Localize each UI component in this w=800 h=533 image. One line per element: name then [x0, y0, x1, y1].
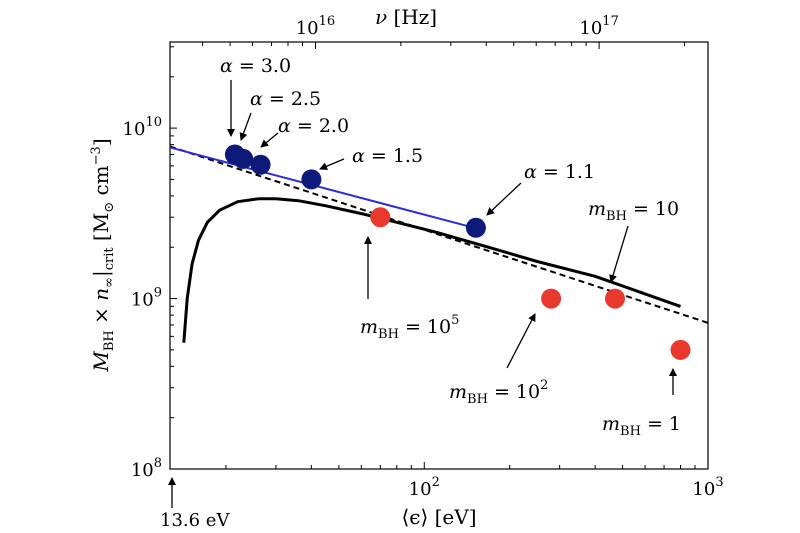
ticks: 102 103 108 109 1010 1016 1017 — [123, 14, 724, 500]
y-tick-label: 109 — [131, 286, 162, 311]
alpha-point — [233, 148, 254, 169]
dashed-line — [169, 145, 709, 324]
alpha-point — [465, 217, 486, 238]
label-mbh-1: mBH = 1 — [602, 413, 681, 439]
label-alpha-1-1: α = 1.1 — [524, 161, 595, 183]
label-13-6-ev: 13.6 eV — [160, 510, 230, 531]
x-tick-label: 102 — [409, 475, 440, 500]
mbh-point — [605, 288, 625, 309]
annotation-arrows — [168, 80, 677, 508]
label-alpha-2-0: α = 2.0 — [278, 115, 349, 137]
label-alpha-1-5: α = 1.5 — [352, 145, 423, 167]
curves — [169, 145, 709, 343]
y-tick-label: 1010 — [123, 115, 162, 140]
x-axis-label: ⟨ϵ⟩ [eV] — [401, 505, 476, 529]
label-mbh-10: mBH = 10 — [588, 198, 679, 224]
label-mbh-1e2: mBH = 102 — [449, 378, 548, 407]
top-axis-label: ν [Hz] — [375, 5, 437, 29]
arrow-mbh-10 — [609, 225, 629, 283]
mbh-point — [541, 288, 562, 309]
arrow-alpha-2-5 — [239, 112, 252, 141]
top-tick-label: 1017 — [579, 14, 618, 39]
alpha-fit-line — [169, 146, 475, 229]
y-axis-label: MBH × n∞|crit [M⊙ cm−3] — [89, 138, 117, 372]
arrow-alpha-1-5 — [319, 158, 345, 170]
arrow-alpha-2-0 — [260, 132, 279, 148]
y-tick-label: 108 — [131, 456, 162, 481]
arrow-alpha-1-1 — [486, 182, 522, 216]
plot-frame — [169, 41, 709, 470]
alpha-point — [250, 154, 271, 175]
label-mbh-1e5: mBH = 105 — [360, 313, 459, 342]
x-tick-label: 103 — [692, 475, 723, 500]
solid-curve — [182, 197, 681, 343]
mbh-point — [670, 339, 691, 360]
points — [224, 144, 691, 360]
arrow-mbh-1e2 — [506, 313, 536, 369]
top-tick-label: 1016 — [296, 14, 335, 39]
alpha-point — [301, 169, 322, 190]
mbh-point — [370, 207, 391, 228]
label-alpha-2-5: α = 2.5 — [250, 88, 321, 110]
label-alpha-3-0: α = 3.0 — [220, 55, 291, 77]
